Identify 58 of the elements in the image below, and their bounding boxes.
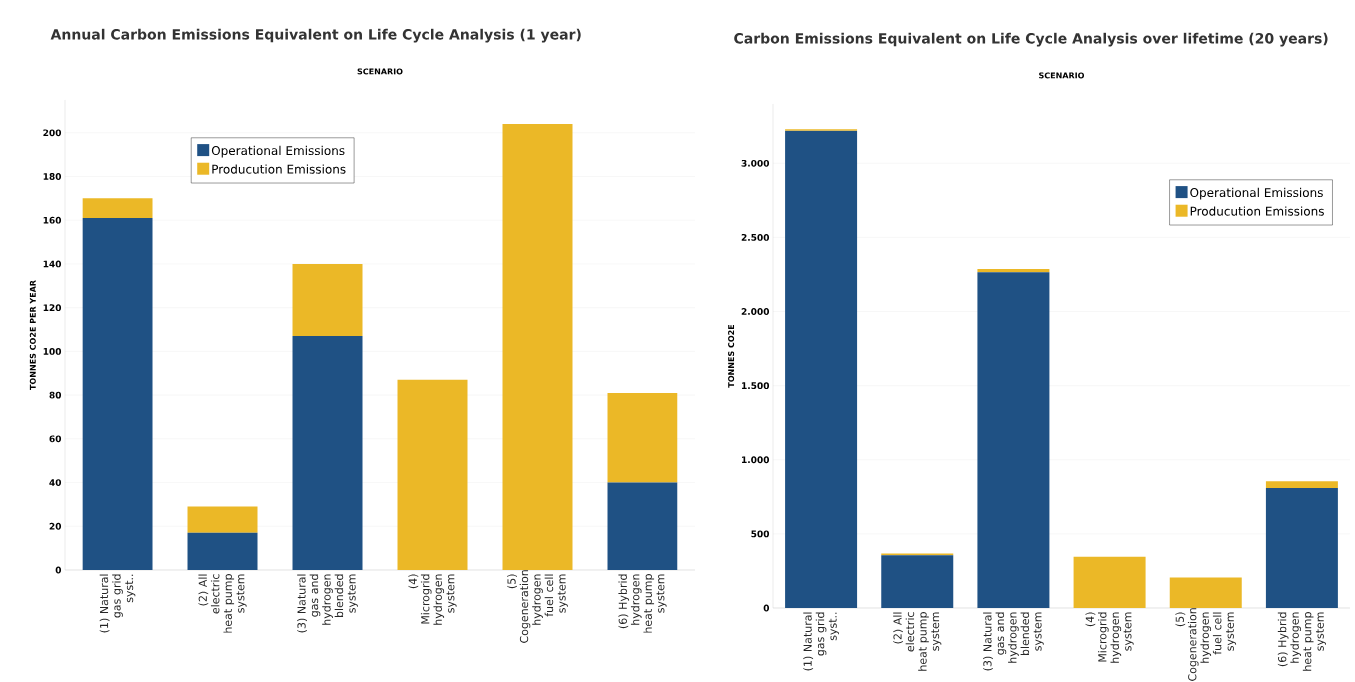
chart-title: Carbon Emissions Equivalent on Life Cycle Analysis over lifetime (20 years) <box>734 32 1328 47</box>
x-tick-label: (3) Natural gas and hydrogen blended system <box>983 612 1044 671</box>
x-tick-label: (4) Microgrid hydrogen system <box>1085 612 1134 663</box>
bar <box>292 336 363 570</box>
legend-label: Producution Emissions <box>212 164 346 174</box>
y-tick-label: 0 <box>55 566 62 574</box>
bar <box>187 506 258 533</box>
y-tick-label: 180 <box>43 173 62 180</box>
y-tick-label: 20 <box>49 522 62 530</box>
y-tick-label: 40 <box>49 479 62 486</box>
y-tick-label: 200 <box>43 129 62 137</box>
bar <box>785 130 858 608</box>
y-axis-title: TONNES CO2E <box>728 324 735 388</box>
bar <box>82 198 153 219</box>
bar <box>82 218 153 570</box>
bar <box>292 263 363 337</box>
legend-label: Producution Emissions <box>1190 206 1324 216</box>
bar <box>502 124 573 570</box>
x-axis-title: SCENARIO <box>357 68 403 75</box>
y-tick-label: 1.500 <box>742 382 770 390</box>
bar <box>977 272 1050 608</box>
y-tick-label: 60 <box>49 435 62 443</box>
bar <box>1073 556 1146 608</box>
y-tick-label: 80 <box>49 391 62 399</box>
x-tick-label: (3) Natural gas and hydrogen blended system <box>297 574 358 633</box>
x-tick-label: (1) Natural gas grid syst.. <box>803 612 839 671</box>
y-tick-label: 3.000 <box>741 159 770 167</box>
y-tick-label: 2.000 <box>741 308 770 315</box>
bar <box>607 482 678 570</box>
bar <box>881 555 954 608</box>
chart-title: Annual Carbon Emissions Equivalent on Life Cycle Analysis (1 year) <box>50 28 581 43</box>
x-tick-label: (4) Microgrid hydrogen system <box>408 574 457 625</box>
bar <box>397 379 468 570</box>
legend-label: Operational Emissions <box>211 145 345 158</box>
x-tick-label: (5) Cogeneration hydrogen fuel cell system <box>507 570 568 643</box>
y-tick-label: 500 <box>751 530 770 538</box>
bar <box>1169 577 1242 608</box>
x-tick-label: (2) All electric heat pump system <box>198 574 247 633</box>
bar <box>187 532 258 570</box>
y-tick-label: 140 <box>43 260 62 268</box>
y-tick-label: 0 <box>763 604 770 612</box>
y-tick-label: 1.000 <box>742 456 770 464</box>
legend-label: Operational Emissions <box>1190 187 1323 200</box>
bar <box>607 392 678 483</box>
y-tick-label: 2.500 <box>741 234 770 241</box>
x-axis-title: SCENARIO <box>1039 72 1085 79</box>
y-tick-label: 120 <box>43 304 62 312</box>
bar <box>1265 481 1338 488</box>
y-axis-title: TONNES CO2E PER YEAR <box>29 280 36 390</box>
bar <box>977 268 1050 273</box>
y-tick-label: 160 <box>43 216 62 224</box>
x-tick-label: (1) Natural gas grid syst.. <box>99 574 136 633</box>
bar <box>1265 487 1338 608</box>
x-tick-label: (6) Hybrid hydrogen heat pump system <box>618 574 667 633</box>
y-tick-label: 100 <box>43 347 62 355</box>
x-tick-label: (6) Hybrid hydrogen heat pump system <box>1277 612 1326 671</box>
x-tick-label: (2) All electric heat pump system <box>893 612 942 671</box>
x-tick-label: (5) Cogeneration hydrogen fuel cell system <box>1175 608 1237 681</box>
